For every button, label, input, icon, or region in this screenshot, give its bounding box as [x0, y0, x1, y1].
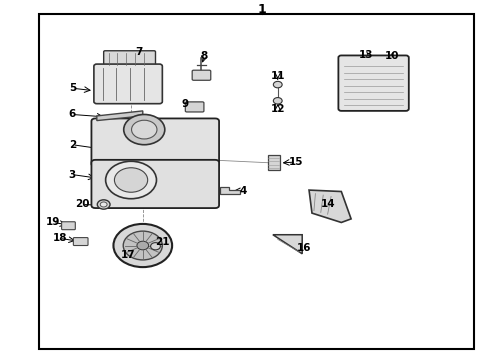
FancyBboxPatch shape	[91, 118, 219, 167]
Polygon shape	[97, 111, 142, 121]
Circle shape	[114, 168, 147, 192]
FancyBboxPatch shape	[94, 64, 162, 104]
Text: 1: 1	[257, 3, 265, 15]
Circle shape	[123, 231, 162, 260]
Text: 15: 15	[288, 157, 303, 167]
Polygon shape	[220, 187, 239, 194]
FancyBboxPatch shape	[61, 222, 75, 230]
Circle shape	[137, 241, 148, 250]
Text: 5: 5	[69, 83, 76, 93]
Text: 19: 19	[45, 217, 60, 228]
FancyBboxPatch shape	[185, 102, 203, 112]
Polygon shape	[272, 235, 302, 254]
Text: 20: 20	[75, 199, 89, 210]
Circle shape	[105, 161, 156, 199]
Circle shape	[113, 224, 172, 267]
Circle shape	[273, 81, 282, 88]
Text: 10: 10	[384, 51, 399, 61]
Text: 18: 18	[52, 233, 67, 243]
Text: 6: 6	[69, 109, 76, 120]
Polygon shape	[308, 190, 350, 222]
FancyBboxPatch shape	[73, 238, 88, 246]
Circle shape	[97, 200, 110, 209]
Text: 3: 3	[69, 170, 76, 180]
Circle shape	[123, 114, 164, 145]
Text: 11: 11	[270, 71, 285, 81]
Circle shape	[100, 202, 107, 207]
Text: 12: 12	[270, 104, 285, 114]
Circle shape	[131, 120, 157, 139]
FancyBboxPatch shape	[192, 70, 210, 80]
FancyBboxPatch shape	[91, 160, 219, 208]
Text: 16: 16	[296, 243, 311, 253]
Circle shape	[273, 98, 282, 104]
Text: 13: 13	[358, 50, 372, 60]
Circle shape	[150, 243, 160, 250]
Text: 7: 7	[135, 47, 143, 57]
Bar	[39, 14, 473, 349]
Text: 14: 14	[321, 199, 335, 210]
Text: 2: 2	[69, 140, 76, 150]
FancyBboxPatch shape	[103, 51, 155, 67]
Text: 9: 9	[181, 99, 188, 109]
Text: 4: 4	[239, 186, 247, 196]
FancyBboxPatch shape	[338, 55, 408, 111]
Text: 17: 17	[121, 250, 135, 260]
Text: 21: 21	[155, 237, 169, 247]
Text: 8: 8	[201, 51, 207, 61]
Bar	[267, 155, 279, 170]
